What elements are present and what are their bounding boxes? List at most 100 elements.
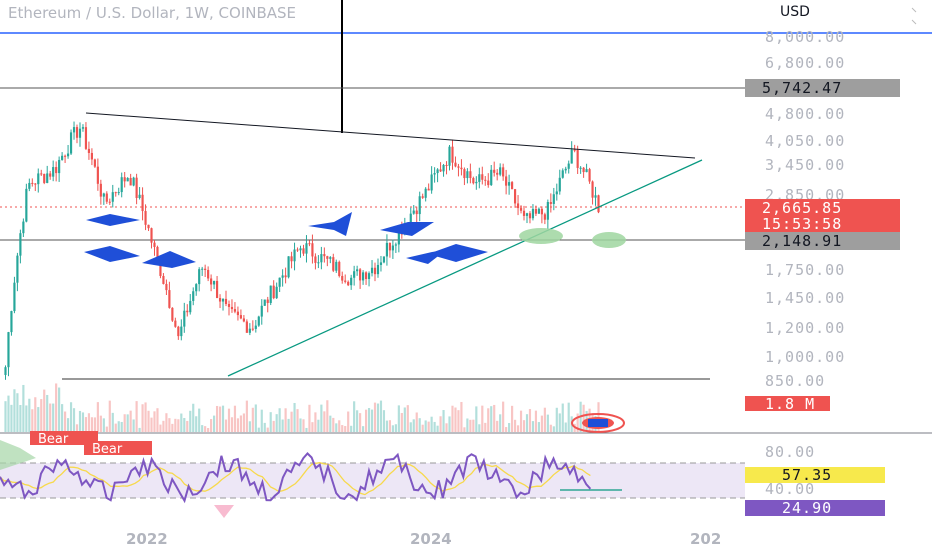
candle-body [457, 166, 460, 168]
volume-bar [13, 389, 16, 432]
volume-bar [373, 402, 377, 432]
candle-body [534, 208, 538, 214]
candle-body [409, 213, 412, 225]
volume-bar [123, 414, 126, 432]
candle-body [254, 325, 257, 329]
volume-bar [177, 419, 180, 432]
candle-body [159, 257, 162, 276]
volume-bar [427, 421, 430, 432]
candle-body [561, 170, 564, 178]
bear-label: Bear [30, 431, 98, 447]
candle-body [364, 272, 368, 280]
candle-body [332, 257, 335, 271]
volume-bar [96, 402, 99, 432]
currency-label[interactable]: USD [780, 4, 810, 20]
volume-bar [418, 418, 421, 432]
chart-title: Ethereum / U.S. Dollar, 1W, COINBASE [8, 4, 297, 22]
volume-bar [281, 419, 284, 432]
candle-body [16, 255, 19, 283]
volume-bar [519, 410, 523, 432]
volume-bar [376, 403, 380, 432]
y-tick: 4,050.00 [765, 132, 845, 150]
volume-bar [543, 407, 546, 432]
volume-bar [567, 402, 570, 432]
candle-body [147, 224, 150, 229]
candle-body [19, 233, 22, 256]
y-tick: 1,000.00 [765, 348, 845, 366]
candle-body [96, 166, 99, 184]
candle-body [132, 177, 135, 186]
volume-bar [61, 404, 64, 432]
volume-bar [260, 409, 263, 432]
candle-body [558, 177, 561, 192]
volume-bar [186, 420, 189, 432]
candle-body [594, 195, 597, 198]
candle-body [463, 169, 466, 179]
settings-icon[interactable] [911, 7, 917, 25]
volume-bar [415, 412, 418, 432]
candle-body [138, 194, 141, 199]
volume-bar [332, 417, 335, 432]
candle-body [263, 299, 266, 306]
volume-bar [189, 410, 192, 432]
candle-body [210, 278, 213, 285]
price-axis[interactable]: 8,000.00 6,800.00 4,800.00 4,050.00 3,45… [765, 28, 845, 390]
candle-body [257, 316, 260, 326]
y-tick: 1,750.00 [765, 261, 845, 279]
candle-body [66, 153, 70, 157]
volume-bar [436, 425, 439, 432]
volume-bar [540, 415, 543, 432]
volume-bar [293, 402, 296, 432]
y-tick: 6,800.00 [765, 54, 845, 72]
candle-body [213, 280, 216, 285]
volume-bar [52, 403, 55, 432]
volume-bar [105, 426, 108, 432]
candle-body [540, 208, 543, 215]
candle-body [555, 191, 558, 195]
candle-body [525, 213, 529, 216]
volume-bar [385, 420, 389, 432]
volume-bar [207, 427, 210, 432]
volume-bar [367, 408, 371, 432]
volume-bar [25, 405, 28, 432]
volume-bar [28, 398, 31, 432]
candle-body [451, 146, 454, 163]
arrow-shape [380, 222, 434, 236]
volume-bar [362, 426, 365, 432]
volume-bar [159, 424, 162, 432]
volume-bar [391, 425, 394, 432]
volume-bar [469, 419, 472, 432]
candle-body [379, 262, 383, 265]
volume-bar [448, 416, 451, 432]
volume-bar [245, 400, 248, 432]
volume-bar [430, 416, 433, 432]
candle-body [302, 248, 305, 254]
candle-body [293, 249, 296, 262]
candle-body [266, 299, 269, 303]
candle-body [207, 269, 210, 279]
volume-bar [272, 420, 275, 432]
volume-bar [487, 408, 490, 432]
candle-body [126, 177, 129, 182]
volume-bar [132, 419, 135, 432]
volume-bar [49, 403, 52, 432]
candle-body [233, 309, 237, 312]
volume-bar [439, 416, 442, 432]
candle-body [326, 256, 329, 259]
candle-body [362, 272, 365, 281]
candle-body [496, 172, 499, 175]
volume-bar [156, 408, 159, 432]
volume-bar [278, 408, 281, 432]
candle-body [320, 254, 323, 263]
svg-text:57.35: 57.35 [782, 466, 832, 484]
candle-body [388, 242, 391, 251]
candle-body [344, 280, 347, 282]
volume-bar [192, 403, 195, 432]
volume-bar [233, 405, 237, 432]
volume-bar [81, 412, 85, 432]
candle-body [582, 167, 585, 173]
volume-bar [528, 409, 532, 432]
volume-bar [117, 421, 120, 432]
